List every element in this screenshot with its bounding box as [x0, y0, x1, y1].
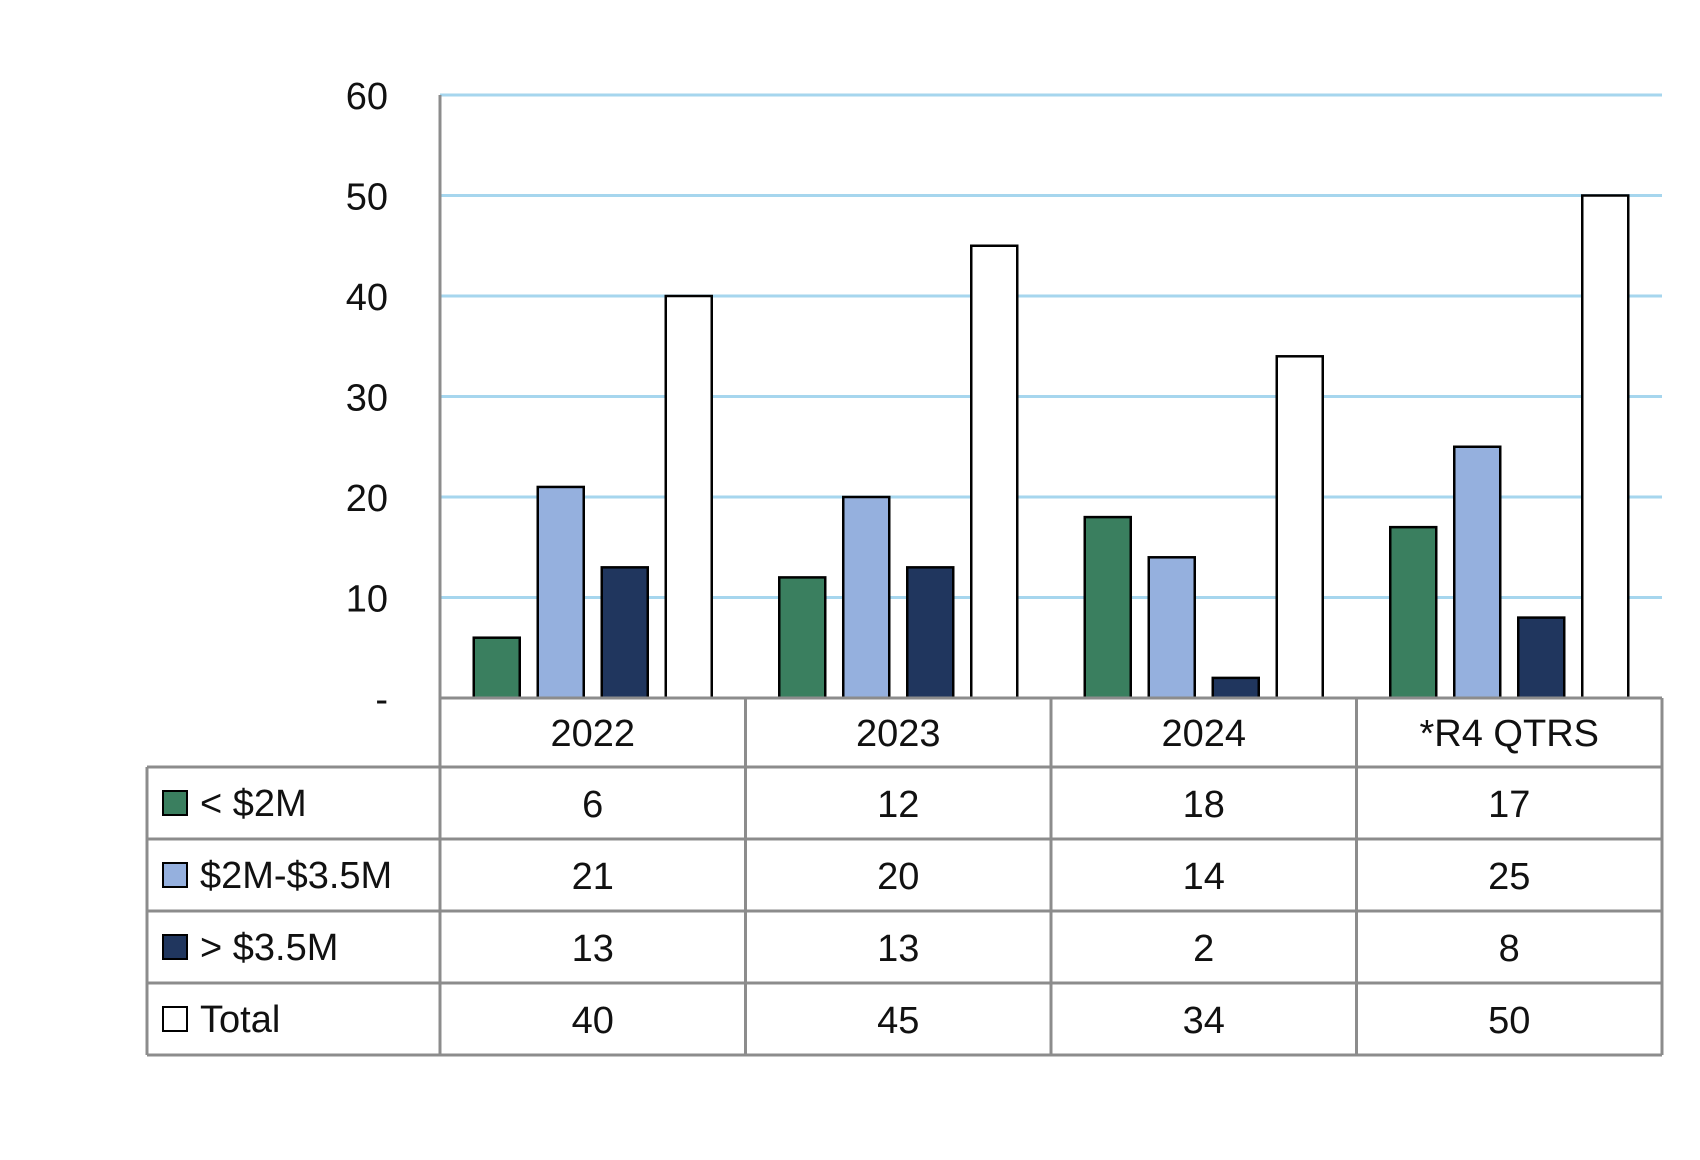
- y-tick-label: 40: [346, 277, 388, 319]
- table-cell: 13: [877, 928, 919, 970]
- bar-3-2: [906, 566, 955, 700]
- legend-key-1: [162, 790, 188, 816]
- bar-1-1: [472, 636, 521, 700]
- y-tick-label: 30: [346, 378, 388, 420]
- data-table: 2022 2023 2024 *R4 QTRS < $2M 6 12 18 17 $2M-$3.5…: [145, 698, 1664, 1057]
- table-cell: 45: [877, 1000, 919, 1042]
- y-tick-labels: - 10 20 30 40 50 60: [346, 76, 388, 721]
- y-tick-label: 60: [346, 76, 388, 118]
- bar-1-2: [778, 576, 827, 700]
- bar-1-4: [1389, 525, 1438, 700]
- bar-2-2: [842, 495, 891, 700]
- y-tick-label: 20: [346, 478, 388, 520]
- x-category-label: 2023: [856, 713, 941, 755]
- table-row-label: < $2M: [200, 783, 307, 825]
- y-tick-label: 50: [346, 177, 388, 219]
- table-row-label: Total: [200, 999, 280, 1041]
- x-category-label: 2022: [550, 713, 635, 755]
- table-cell: 50: [1488, 1000, 1530, 1042]
- bar-2-4: [1453, 445, 1502, 700]
- legend-key-3: [162, 934, 188, 960]
- table-cell: 6: [582, 784, 603, 826]
- table-cell: 8: [1499, 928, 1520, 970]
- bar-3-3: [1211, 676, 1260, 700]
- bar-3-1: [600, 566, 649, 700]
- bar-4-4: [1581, 194, 1630, 700]
- bar-4-3: [1275, 355, 1324, 700]
- table-cell: 21: [572, 856, 614, 898]
- bar-4-1: [664, 294, 713, 700]
- table-cell: 18: [1183, 784, 1225, 826]
- x-category-label: 2024: [1161, 713, 1246, 755]
- table-row-label: > $3.5M: [200, 927, 338, 969]
- legend-key-2: [162, 862, 188, 888]
- bar-2-1: [536, 485, 585, 700]
- y-tick-label: 10: [346, 579, 388, 621]
- table-cell: 20: [877, 856, 919, 898]
- y-tick-label: -: [375, 679, 388, 721]
- table-row-label: $2M-$3.5M: [200, 855, 392, 897]
- table-cell: 12: [877, 784, 919, 826]
- table-cell: 17: [1488, 784, 1530, 826]
- table-cell: 13: [572, 928, 614, 970]
- bar-3-4: [1517, 616, 1566, 700]
- x-category-label: *R4 QTRS: [1420, 713, 1599, 755]
- table-cell: 14: [1183, 856, 1225, 898]
- table-cell: 34: [1183, 1000, 1225, 1042]
- table-cell: 2: [1193, 928, 1214, 970]
- bar-2-3: [1147, 556, 1196, 700]
- bar-1-3: [1083, 515, 1132, 700]
- table-cell: 25: [1488, 856, 1530, 898]
- bars: [472, 194, 1630, 700]
- bar-4-2: [970, 244, 1019, 700]
- legend-key-4: [162, 1006, 188, 1032]
- table-cell: 40: [572, 1000, 614, 1042]
